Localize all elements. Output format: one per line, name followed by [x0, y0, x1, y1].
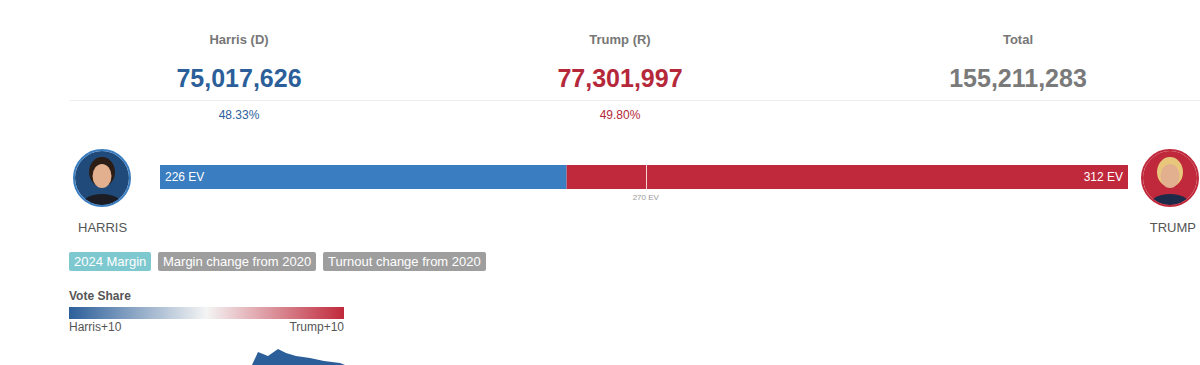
html-text:TRUMP: TRUMP	[1149, 220, 1196, 235]
svg-text:226 EV: 226 EV	[165, 170, 204, 184]
html-text:Margin change from 2020: Margin change from 2020	[163, 254, 312, 269]
html-text:2024 Margin: 2024 Margin	[74, 254, 147, 269]
html-text:49.80%: 49.80%	[599, 108, 641, 122]
html-text:Harris (D): Harris (D)	[209, 32, 269, 47]
html-text:Vote Share: Vote Share	[69, 289, 131, 303]
html-text:Turnout change from 2020: Turnout change from 2020	[328, 254, 481, 269]
html-text:155,211,283: 155,211,283	[949, 64, 1087, 92]
svg-text:270 EV: 270 EV	[633, 193, 660, 202]
html-text:48.33%: 48.33%	[218, 108, 260, 122]
html-text:77,301,997: 77,301,997	[557, 64, 683, 92]
svg-text:312 EV: 312 EV	[1084, 170, 1123, 184]
html-text:Trump+10: Trump+10	[289, 320, 344, 334]
html-text:HARRIS: HARRIS	[78, 220, 128, 235]
html-text:Trump (R): Trump (R)	[589, 32, 651, 47]
html-text:Harris+10: Harris+10	[69, 320, 122, 334]
html-text:Total: Total	[1003, 32, 1033, 47]
html-text:75,017,626: 75,017,626	[176, 64, 302, 92]
